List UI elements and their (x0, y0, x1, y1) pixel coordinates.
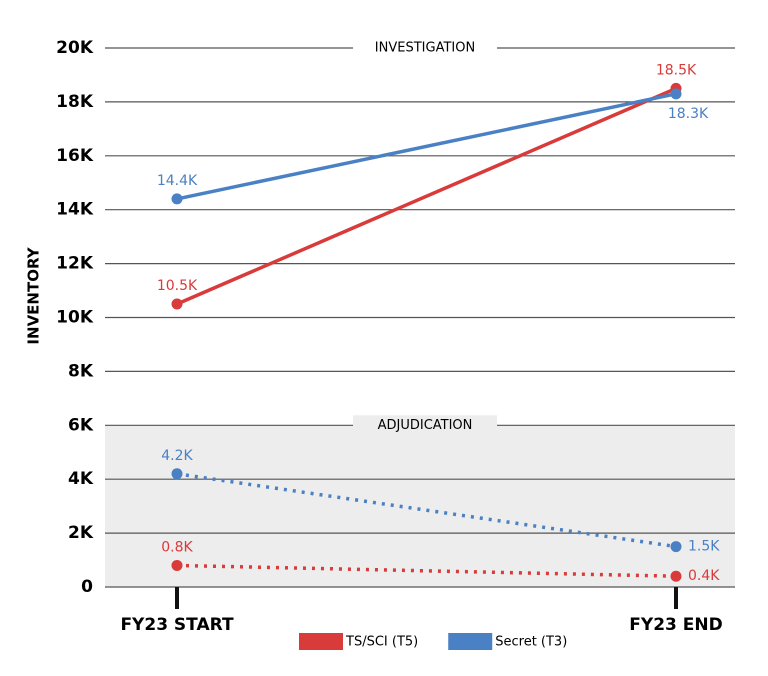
y-tick-label: 0 (81, 577, 93, 597)
y-tick-label: 6K (68, 415, 94, 435)
panel-label: INVESTIGATION (375, 41, 475, 56)
data-point (670, 570, 682, 582)
data-point (171, 468, 183, 480)
legend-label: Secret (T3) (495, 635, 567, 650)
series-line (176, 92, 677, 201)
data-point (171, 193, 183, 205)
series-line (176, 86, 677, 306)
panel-label-bg (353, 415, 497, 436)
legend-swatch (448, 633, 493, 650)
data-label: 18.5K (656, 62, 697, 78)
series-line (176, 472, 677, 549)
x-tick-label: FY23 START (120, 615, 234, 635)
x-tick-label: FY23 END (629, 615, 722, 635)
y-tick-label: 12K (56, 254, 94, 274)
y-tick-label: 20K (56, 38, 94, 58)
y-tick-label: 2K (68, 523, 94, 543)
data-label: 10.5K (157, 278, 198, 294)
data-label: 14.4K (157, 173, 198, 189)
y-tick-label: 18K (56, 92, 94, 112)
panel-label: ADJUDICATION (378, 418, 473, 433)
data-label: 0.4K (688, 568, 720, 584)
panel-label-bg (353, 38, 497, 58)
data-point (171, 559, 183, 571)
data-label: 18.3K (668, 106, 709, 122)
data-point (670, 541, 682, 553)
y-tick-label: 16K (56, 146, 94, 166)
panel-band (105, 425, 735, 587)
y-tick-label: 8K (68, 361, 94, 381)
data-point (171, 298, 183, 310)
data-label: 1.5K (688, 539, 720, 555)
y-tick-label: 4K (68, 469, 94, 489)
legend-swatch (299, 633, 343, 650)
data-label: 4.2K (161, 448, 193, 464)
y-axis-label: INVENTORY (25, 246, 43, 344)
series-line (176, 563, 677, 578)
data-label: 0.8K (161, 539, 193, 555)
y-tick-label: 14K (56, 200, 94, 220)
y-tick-label: 10K (56, 308, 94, 328)
data-point (670, 88, 682, 100)
legend-label: TS/SCI (T5) (345, 635, 418, 650)
